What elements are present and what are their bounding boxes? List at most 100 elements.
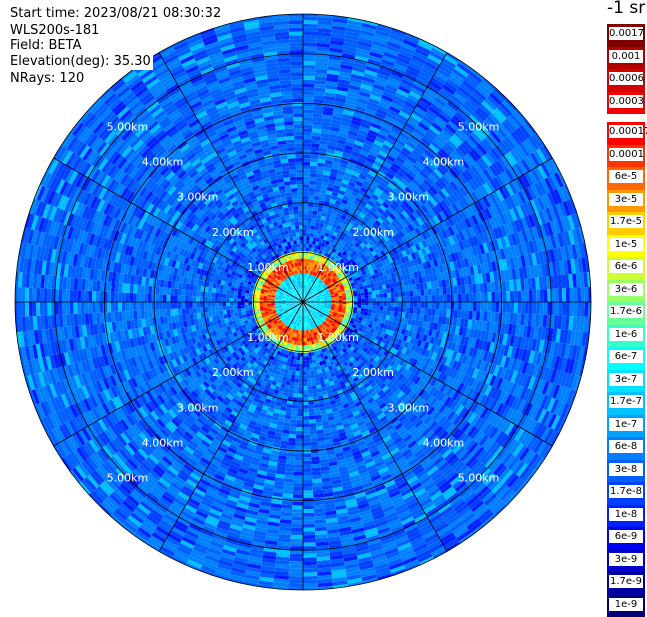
backscatter-cell [306, 353, 309, 357]
backscatter-cell [303, 106, 313, 110]
backscatter-cell [289, 434, 296, 438]
backscatter-cell [303, 431, 310, 435]
backscatter-cell [312, 214, 317, 218]
backscatter-cell [410, 296, 414, 302]
backscatter-cell [283, 490, 293, 494]
backscatter-cell [310, 169, 317, 173]
backscatter-cell [308, 195, 314, 199]
backscatter-cell [293, 390, 298, 394]
backscatter-cell [312, 117, 322, 121]
backscatter-cell [446, 287, 450, 295]
backscatter-cell [307, 225, 311, 229]
backscatter-cell [303, 9, 318, 13]
backscatter-cell [294, 479, 303, 483]
backscatter-cell [540, 302, 544, 315]
backscatter-cell [311, 460, 320, 464]
backscatter-cell [436, 302, 440, 309]
backscatter-cell [387, 306, 391, 311]
backscatter-cell [310, 434, 317, 438]
backscatter-cell [465, 311, 469, 320]
backscatter-cell [315, 377, 320, 381]
backscatter-cell [484, 302, 488, 312]
backscatter-cell [364, 308, 368, 312]
backscatter-cell [372, 291, 376, 295]
backscatter-cell [296, 431, 303, 435]
backscatter-cell [286, 404, 292, 408]
backscatter-cell [357, 305, 361, 308]
backscatter-cell [391, 292, 395, 297]
backscatter-cell [465, 285, 469, 294]
backscatter-cell [432, 295, 436, 302]
backscatter-cell [458, 302, 462, 310]
backscatter-cell [303, 450, 311, 454]
backscatter-cell [299, 383, 303, 387]
backscatter-cell [387, 293, 391, 298]
backscatter-cell [306, 233, 310, 237]
backscatter-cell [499, 302, 503, 312]
backscatter-cell [303, 84, 314, 88]
backscatter-cell [517, 291, 521, 302]
backscatter-cell [350, 304, 354, 307]
backscatter-cell [297, 409, 303, 413]
backscatter-cell [312, 467, 321, 471]
backscatter-cell [290, 378, 295, 382]
backscatter-cell [372, 306, 376, 310]
backscatter-cell [303, 591, 318, 595]
backscatter-cell [339, 298, 343, 300]
backscatter-cell [303, 169, 310, 173]
backscatter-cell [299, 338, 301, 342]
backscatter-cell [303, 173, 310, 177]
backscatter-cell [308, 404, 314, 408]
backscatter-cell [303, 580, 318, 584]
backscatter-cell [303, 65, 315, 69]
backscatter-cell [491, 282, 495, 292]
backscatter-cell [293, 360, 297, 364]
backscatter-cell [391, 307, 395, 312]
backscatter-cell [521, 290, 525, 302]
backscatter-cell [303, 587, 318, 591]
backscatter-cell [298, 349, 301, 353]
backscatter-cell [303, 446, 311, 450]
backscatter-cell [303, 20, 318, 24]
backscatter-cell [346, 304, 350, 307]
backscatter-cell [293, 498, 303, 502]
backscatter-cell [592, 302, 596, 317]
backscatter-cell [488, 292, 492, 302]
backscatter-cell [303, 371, 307, 375]
backscatter-cell [592, 287, 596, 302]
backscatter-cell [313, 207, 318, 211]
backscatter-cell [383, 310, 387, 315]
backscatter-cell [417, 308, 421, 314]
backscatter-cell [309, 188, 315, 192]
backscatter-cell [510, 291, 514, 302]
backscatter-cell [284, 479, 294, 483]
backscatter-cell [307, 382, 312, 386]
backscatter-cell [285, 467, 294, 471]
backscatter-cell [311, 374, 315, 378]
backscatter-cell [309, 360, 313, 364]
backscatter-cell [314, 196, 320, 200]
backscatter-cell [454, 294, 458, 302]
backscatter-cell [295, 446, 303, 450]
backscatter-cell [469, 302, 473, 311]
backscatter-cell [303, 435, 310, 439]
backscatter-cell [311, 456, 319, 460]
backscatter-cell [303, 409, 309, 413]
backscatter-cell [300, 360, 303, 364]
backscatter-cell [313, 490, 323, 494]
backscatter-cell [303, 147, 311, 151]
backscatter-cell [298, 394, 303, 398]
backscatter-cell [383, 306, 387, 311]
backscatter-cell [285, 471, 294, 475]
backscatter-cell [297, 353, 300, 357]
backscatter-cell [310, 371, 314, 375]
backscatter-cell [310, 173, 317, 177]
backscatter-cell [293, 363, 297, 367]
backscatter-cell [289, 561, 303, 565]
backscatter-cell [294, 461, 303, 465]
backscatter-cell [310, 166, 317, 170]
backscatter-cell [532, 290, 536, 302]
backscatter-cell [303, 195, 309, 199]
backscatter-cell [289, 565, 303, 569]
backscatter-cell [307, 218, 312, 222]
